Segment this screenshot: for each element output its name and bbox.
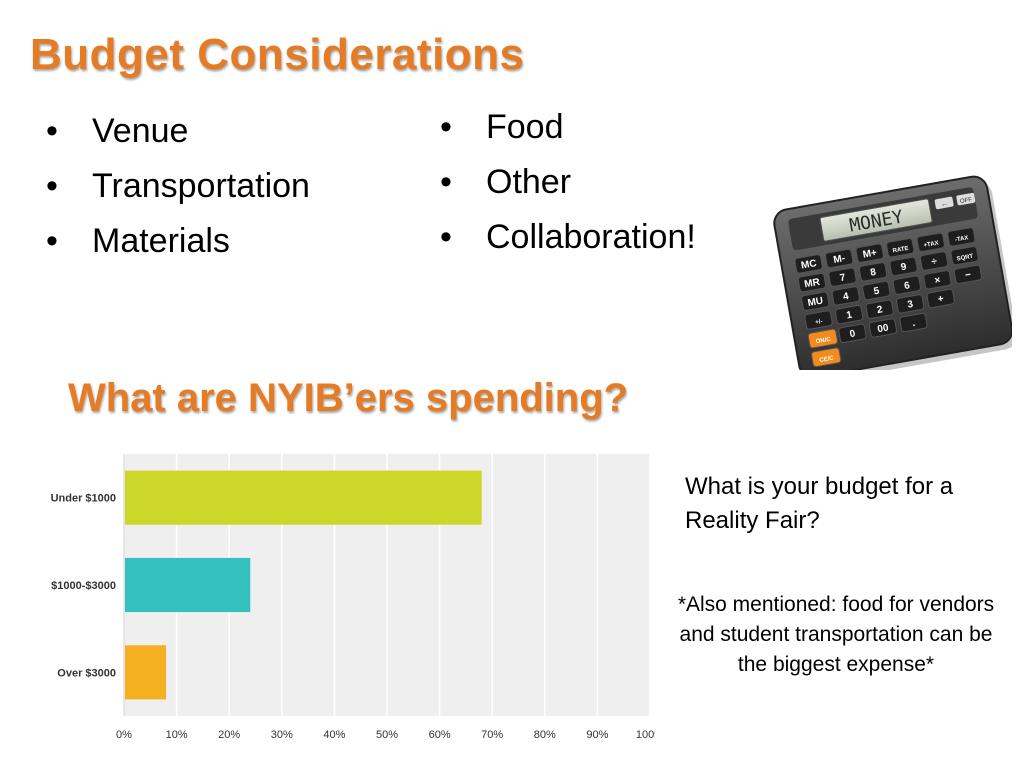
x-tick-label: 70% — [481, 729, 503, 741]
calculator-key-label: ON/C — [815, 337, 831, 346]
calculator-key-label: 5 — [873, 286, 881, 298]
bar — [125, 470, 482, 525]
bar — [125, 557, 251, 613]
x-tick-label: 40% — [323, 729, 345, 741]
calculator-key — [801, 291, 830, 311]
calculator-key-label: 6 — [903, 280, 911, 292]
calculator-key — [804, 310, 833, 330]
budget-bar-chart: 0% 10% 20% 30% 40% 50% 60% 70% 80% 90% 100% Under $… — [51, 454, 655, 741]
calculator-key-label: MC — [800, 258, 817, 272]
calculator-key — [797, 272, 827, 293]
x-tick-label: 30% — [271, 729, 293, 741]
slide-title: Budget Considerations — [30, 30, 525, 79]
calculator-key-label: ← — [940, 200, 948, 208]
calculator-key — [825, 248, 854, 269]
x-tick-label: 50% — [376, 729, 398, 741]
calculator-key — [889, 256, 918, 277]
calculator-key-label: . — [911, 318, 916, 329]
calculator-key — [807, 328, 838, 349]
calculator-key — [858, 262, 888, 282]
bullet-item: Materials — [40, 214, 310, 269]
calculator-key-label: 7 — [839, 272, 847, 284]
calculator-key-label: MR — [804, 277, 822, 291]
calculator-key-label: SQRT — [956, 254, 974, 263]
calculator-key-label: +TAX — [923, 241, 939, 250]
calculator-key — [953, 264, 983, 285]
calculator-key-label: +/- — [815, 319, 823, 326]
calculator-key-label: 3 — [907, 299, 915, 311]
bullet-item: Transportation — [40, 159, 310, 214]
calculator-key — [828, 267, 857, 287]
calculator-key — [926, 288, 955, 309]
calculator-key-label: 0 — [849, 328, 857, 340]
calculator-key — [855, 243, 884, 263]
calculator-key — [834, 304, 864, 325]
calculator-key-label: M- — [833, 253, 846, 266]
x-tick-label: 80% — [534, 729, 556, 741]
calculator-key-label: 2 — [876, 304, 884, 316]
bullet-list-left: Venue Transportation Materials — [40, 104, 310, 269]
category-label: Over $3000 — [57, 667, 116, 679]
bar — [125, 645, 167, 700]
calculator-key-label: ÷ — [931, 256, 939, 268]
calculator-key — [947, 227, 976, 247]
bullet-item: Other — [434, 155, 696, 210]
calculator-key-label: − — [964, 269, 972, 281]
x-tick-label: 100% — [636, 729, 655, 741]
calculator-key-label: CE/C — [819, 355, 835, 364]
bullet-item: Collaboration! — [434, 210, 696, 265]
x-tick-label: 20% — [218, 729, 240, 741]
calculator-key — [794, 254, 823, 274]
side-question-text: What is your budget for a Reality Fair? — [685, 473, 954, 534]
calculator-key-label: MU — [807, 296, 824, 310]
calculator-key-label: -TAX — [955, 235, 969, 243]
side-note-text: *Also mentioned: food for vendors and st… — [677, 593, 995, 676]
calculator-key-label: 00 — [877, 322, 890, 335]
calculator-keypad: MC M- M+ RATE +TAX -TAX MR 7 8 9 ÷ SQRT MU 4 5 6 × − +/- 1 2… — [794, 227, 983, 368]
calculator-key — [868, 318, 898, 338]
calculator-key-label: OFF — [960, 197, 973, 205]
calculator-key-label: 9 — [900, 261, 908, 273]
bullet-list-right: Food Other Collaboration! — [434, 100, 696, 265]
calculator-key — [811, 347, 842, 368]
calculator-key-label: RATE — [892, 246, 909, 255]
calculator-key-label: M+ — [862, 247, 878, 260]
bullet-item: Venue — [40, 104, 310, 159]
calculator-key — [865, 299, 894, 319]
chart-heading: What are NYIB’ers spending? — [68, 376, 629, 420]
calculator-key — [886, 238, 915, 258]
calculator-key — [838, 323, 867, 344]
calculator-key — [892, 275, 921, 295]
calculator-key-label: + — [937, 294, 945, 306]
calculator-key-label: × — [934, 275, 942, 287]
calculator-key-label: 4 — [842, 291, 850, 303]
category-label: Under $1000 — [51, 493, 116, 505]
calculator-key-label: 8 — [870, 267, 878, 279]
x-tick-label: 60% — [429, 729, 451, 741]
calculator-key — [916, 232, 945, 253]
calculator-key — [896, 294, 925, 314]
calculator-key — [923, 270, 952, 290]
x-tick-label: 10% — [166, 729, 188, 741]
calculator-key — [950, 246, 979, 266]
calculator-key-label: 1 — [846, 310, 854, 322]
bullet-item: Food — [434, 100, 696, 155]
calculator-key — [862, 280, 891, 301]
calculator-key — [919, 251, 949, 271]
x-tick-label: 0% — [116, 729, 132, 741]
category-label: $1000-$3000 — [51, 580, 116, 592]
calculator-key — [899, 312, 928, 333]
x-tick-label: 90% — [586, 729, 608, 741]
calculator-key — [831, 286, 860, 306]
